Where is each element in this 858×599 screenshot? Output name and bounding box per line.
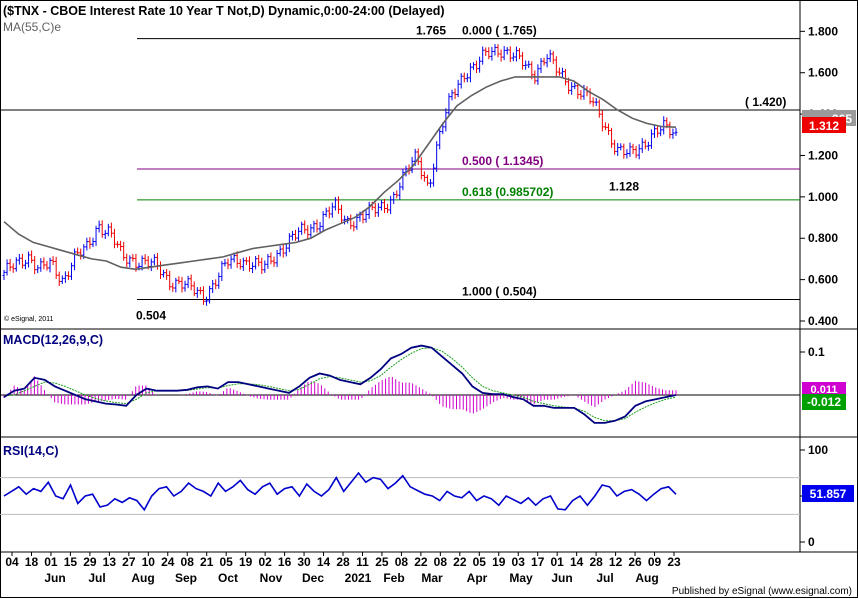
date-tick-label: 19 — [239, 555, 253, 569]
month-label: Nov — [260, 571, 283, 585]
month-label: Oct — [218, 571, 238, 585]
date-tick-label: 22 — [453, 555, 467, 569]
esignal-watermark: © eSignal, 2011 — [4, 315, 54, 323]
date-tick-label: 15 — [64, 555, 78, 569]
price-annotation: 1.765 — [416, 24, 446, 38]
price-annotation: 1.128 — [609, 179, 639, 193]
date-tick-label: 26 — [628, 555, 642, 569]
date-tick-label: 16 — [278, 555, 292, 569]
ma-indicator-label: MA(55,C)e — [3, 20, 61, 34]
chart-title: ($TNX - CBOE Interest Rate 10 Year T Not… — [3, 4, 445, 18]
rsi-tick-label: 0 — [808, 535, 815, 549]
date-tick-label: 14 — [317, 555, 331, 569]
price-tick-label: 0.800 — [808, 231, 838, 245]
rsi-value-badge — [802, 485, 854, 502]
date-tick-label: 05 — [219, 555, 233, 569]
date-tick-label: 22 — [414, 555, 428, 569]
date-tick-label: 25 — [375, 555, 389, 569]
rsi-value: 51.857 — [810, 487, 847, 501]
macd-panel: MACD(12,26,9,C) 0.1 0.011 -0.012 — [0, 333, 846, 424]
month-label: Jun — [551, 571, 572, 585]
macd-tick-label: 0.1 — [808, 345, 825, 359]
macd-line — [3, 344, 677, 424]
macd-label: MACD(12,26,9,C) — [3, 333, 103, 347]
month-label: Mar — [421, 571, 443, 585]
price-tick-label: 0.400 — [808, 314, 838, 328]
price-tick-label: 1.000 — [808, 190, 838, 204]
date-tick-label: 30 — [297, 555, 311, 569]
month-label: Aug — [635, 571, 658, 585]
price-panel: 0.000 ( 1.765) ( 1.420) 0.500 ( 1.1345) 0.6… — [0, 4, 856, 328]
month-label: Apr — [467, 571, 488, 585]
month-label: Sep — [175, 571, 197, 585]
date-tick-label: 18 — [25, 555, 39, 569]
rsi-line — [3, 471, 677, 512]
date-tick-label: 29 — [83, 555, 97, 569]
date-tick-label: 01 — [44, 555, 58, 569]
last-price-badge — [802, 117, 846, 133]
date-tick-label: 27 — [122, 555, 136, 569]
macd-hist-fragment: 0.011 — [811, 384, 838, 396]
date-tick-label: 12 — [609, 555, 623, 569]
date-tick-label: 03 — [512, 555, 526, 569]
month-label: Aug — [131, 571, 154, 585]
date-tick-label: 19 — [492, 555, 506, 569]
last-price-value: 1.312 — [809, 119, 839, 133]
month-label: May — [509, 571, 533, 585]
date-tick-label: 13 — [103, 555, 117, 569]
price-tick-label: 1.800 — [808, 24, 838, 38]
date-tick-label: 02 — [258, 555, 272, 569]
price-tick-label: 0.600 — [808, 273, 838, 287]
macd-histogram — [3, 376, 677, 414]
price-annotation: 0.504 — [136, 308, 166, 322]
date-tick-label: 01 — [550, 555, 564, 569]
month-label: Jul — [88, 571, 105, 585]
macd-hist-badge — [802, 382, 846, 396]
fib-level-label: 0.618 (0.985702) — [462, 185, 553, 199]
macd-value-badge — [802, 394, 846, 410]
macd-signal-line — [3, 347, 677, 422]
month-label: 2021 — [345, 571, 372, 585]
date-tick-label: 08 — [434, 555, 448, 569]
macd-axis: 0.1 — [800, 345, 825, 359]
date-tick-label: 08 — [395, 555, 409, 569]
month-label: Feb — [383, 571, 404, 585]
date-tick-label: 24 — [161, 555, 175, 569]
date-axis: 04 18 01 15 29 13 27 10 24 08 21 05 19 02 16 30 14 28 11 25… — [5, 552, 681, 585]
date-tick-label: 08 — [181, 555, 195, 569]
publisher-footer: Published by eSignal (www.esignal.com) — [672, 586, 852, 597]
rsi-label: RSI(14,C) — [3, 444, 59, 458]
date-tick-label: 14 — [570, 555, 584, 569]
fib-level-label: ( 1.420) — [745, 95, 786, 109]
price-tick-label: 1.200 — [808, 148, 838, 162]
price-tick-label: 1.600 — [808, 66, 838, 80]
rsi-panel: RSI(14,C) 100500 51.857 — [0, 443, 854, 549]
month-label: Jul — [596, 571, 613, 585]
fib-level-label: 1.000 ( 0.504) — [462, 284, 537, 298]
date-tick-label: 05 — [473, 555, 487, 569]
date-tick-label: 04 — [5, 555, 19, 569]
rsi-tick-label: 100 — [808, 443, 828, 457]
date-tick-label: 11 — [356, 555, 369, 569]
date-tick-label: 28 — [589, 555, 603, 569]
date-tick-label: 23 — [667, 555, 681, 569]
price-candles — [2, 44, 678, 306]
fib-level-label: 0.500 ( 1.1345) — [462, 154, 543, 168]
fib-level-label: 0.000 ( 1.765) — [462, 24, 537, 38]
date-tick-label: 21 — [200, 555, 214, 569]
date-tick-label: 28 — [336, 555, 350, 569]
month-label: Jun — [44, 571, 65, 585]
moving-average-line — [3, 76, 677, 271]
macd-value: -0.012 — [807, 395, 841, 409]
month-label: Dec — [302, 571, 324, 585]
date-tick-label: 17 — [531, 555, 545, 569]
date-tick-label: 10 — [142, 555, 156, 569]
date-tick-label: 09 — [648, 555, 662, 569]
